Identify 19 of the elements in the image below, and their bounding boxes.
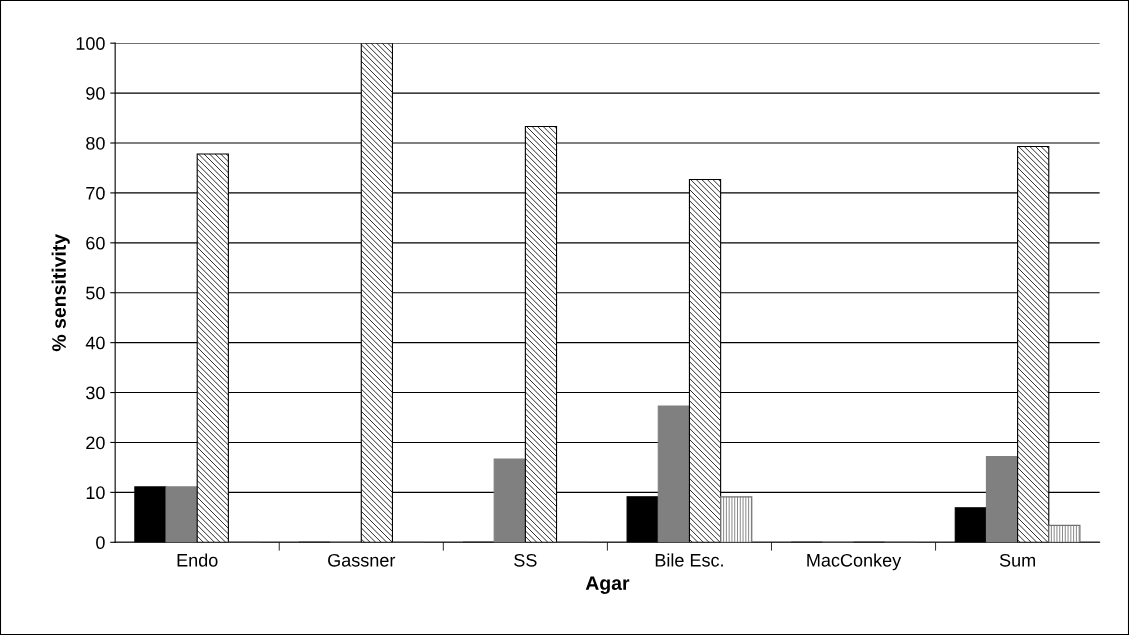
y-axis-title: % sensitivity xyxy=(51,233,70,352)
y-tick-label: 20 xyxy=(86,436,105,450)
y-tick-label: 50 xyxy=(86,286,105,300)
x-tick-label: Sum xyxy=(999,553,1035,567)
y-tick-label: 90 xyxy=(86,87,105,100)
x-tick-label: Bile Esc. xyxy=(655,553,723,567)
y-tick-label: 70 xyxy=(86,186,105,200)
y-tick-label: 30 xyxy=(86,386,105,400)
y-tick-label: 0 xyxy=(96,536,105,550)
x-tick-label: SS xyxy=(514,553,537,567)
y-tick-label: 100 xyxy=(76,37,105,50)
y-tick-label: 80 xyxy=(86,136,105,150)
x-axis-title: Agar xyxy=(585,576,630,594)
y-tick-label: 10 xyxy=(86,486,105,500)
y-tick-label: 40 xyxy=(85,336,105,350)
y-tick-label: 60 xyxy=(86,236,105,250)
x-tick-label: MacConkey xyxy=(807,553,902,571)
x-tick-label: Gassner xyxy=(328,553,396,567)
x-tick-label: Endo xyxy=(177,553,218,567)
